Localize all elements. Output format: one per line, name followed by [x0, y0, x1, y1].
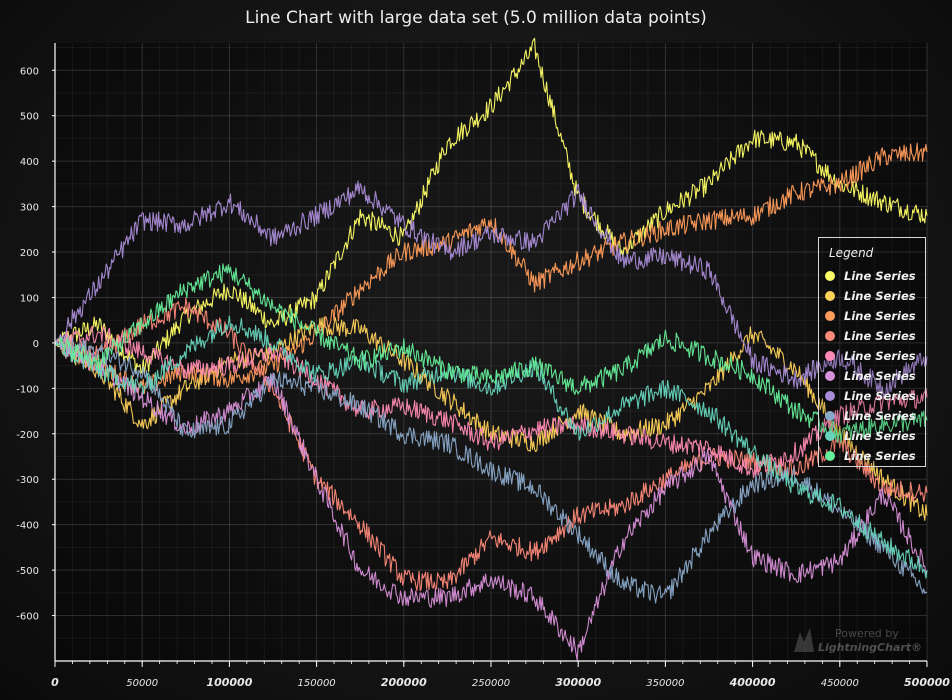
legend-item[interactable]: Line Series [825, 308, 916, 324]
y-tick-label: 400 [20, 157, 39, 168]
legend-label: Line Series [844, 349, 916, 363]
y-tick-label: 200 [20, 248, 39, 259]
legend-item[interactable]: Line Series [825, 428, 916, 444]
legend-label: Line Series [844, 269, 916, 283]
y-tick-label: -400 [16, 521, 39, 532]
watermark: Powered by LightningChart® [792, 624, 922, 660]
legend-swatch-icon [825, 431, 835, 441]
legend-swatch-icon [825, 451, 835, 461]
x-tick-label: 50000 [126, 678, 158, 689]
x-tick-label: 0 [51, 676, 59, 689]
x-tick-label: 400000 [729, 676, 776, 689]
legend-item[interactable]: Line Series [825, 268, 916, 284]
legend-swatch-icon [825, 311, 835, 321]
y-tick-label: 0 [33, 339, 39, 350]
legend-item[interactable]: Line Series [825, 388, 916, 404]
series-line-4 [54, 297, 928, 592]
legend-item[interactable]: Line Series [825, 408, 916, 424]
legend-item[interactable]: Line Series [825, 368, 916, 384]
series-line-2 [54, 316, 928, 521]
legend-item[interactable]: Line Series [825, 328, 916, 344]
legend-swatch-icon [825, 411, 835, 421]
y-tick-label: -100 [16, 384, 39, 395]
legend-label: Line Series [844, 449, 916, 463]
legend-swatch-icon [825, 391, 835, 401]
lightningchart-logo-icon [794, 628, 814, 652]
legend-panel: Legend Line Series Line Series Line Series… [818, 237, 926, 467]
y-tick-label: 100 [20, 293, 39, 304]
legend-label: Line Series [844, 369, 916, 383]
legend-label: Line Series [844, 309, 916, 323]
x-tick-label: 200000 [381, 676, 427, 689]
legend-swatch-icon [825, 271, 835, 281]
x-tick-label: 350000 [646, 678, 684, 689]
legend-title: Legend [829, 246, 874, 260]
legend-label: Line Series [844, 389, 916, 403]
y-tick-label: 300 [20, 203, 39, 214]
legend-label: Line Series [844, 429, 916, 443]
legend-label: Line Series [844, 329, 916, 343]
series-line-7 [54, 180, 928, 397]
y-tick-label: 600 [20, 66, 39, 77]
legend-item[interactable]: Line Series [825, 448, 916, 464]
watermark-brand: LightningChart® [818, 641, 923, 654]
legend-swatch-icon [825, 351, 835, 361]
series-line-10 [54, 263, 928, 444]
x-tick-label: 450000 [821, 678, 859, 689]
series-line-5 [54, 325, 928, 479]
series-line-9 [54, 315, 928, 579]
x-tick-label: 500000 [904, 676, 950, 689]
legend-item[interactable]: Line Series [825, 288, 916, 304]
legend-swatch-icon [825, 291, 835, 301]
y-tick-label: -600 [16, 612, 39, 623]
series-line-6 [54, 341, 928, 661]
y-tick-label: -500 [16, 566, 39, 577]
watermark-powered-by: Powered by [835, 627, 899, 640]
series-line-3 [54, 142, 928, 395]
y-tick-label: 500 [20, 112, 39, 123]
chart-title: Line Chart with large data set (5.0 mill… [245, 8, 707, 28]
legend-label: Line Series [844, 289, 916, 303]
y-tick-label: -200 [16, 430, 39, 441]
legend-swatch-icon [825, 331, 835, 341]
x-tick-label: 150000 [298, 678, 336, 689]
x-tick-label: 250000 [472, 678, 510, 689]
legend-swatch-icon [825, 371, 835, 381]
x-tick-label: 300000 [555, 676, 601, 689]
x-tick-label: 100000 [206, 676, 252, 689]
legend-item[interactable]: Line Series [825, 348, 916, 364]
y-tick-label: -300 [16, 475, 39, 486]
legend-label: Line Series [844, 409, 916, 423]
